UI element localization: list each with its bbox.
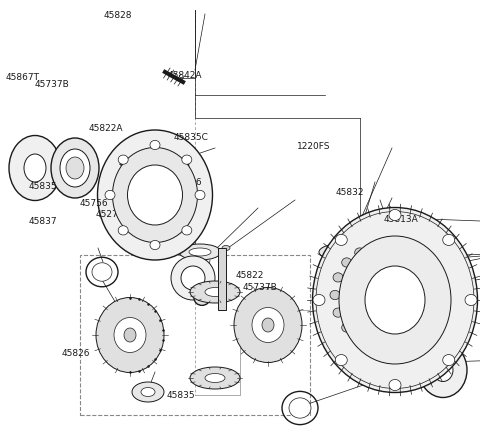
Circle shape: [443, 354, 455, 365]
Text: 43327A: 43327A: [120, 160, 155, 169]
Ellipse shape: [262, 318, 274, 332]
Ellipse shape: [345, 260, 405, 330]
Text: 45271: 45271: [163, 164, 192, 173]
Ellipse shape: [96, 298, 164, 373]
Circle shape: [330, 290, 340, 299]
Circle shape: [410, 290, 420, 299]
Ellipse shape: [419, 342, 467, 397]
Ellipse shape: [181, 266, 205, 290]
Circle shape: [465, 295, 477, 306]
Circle shape: [342, 323, 352, 332]
Ellipse shape: [112, 148, 197, 242]
Text: 45822A: 45822A: [89, 124, 123, 133]
Ellipse shape: [205, 373, 225, 382]
Circle shape: [407, 308, 417, 317]
Text: 45867T: 45867T: [6, 73, 40, 82]
Circle shape: [407, 273, 417, 282]
Ellipse shape: [119, 181, 148, 209]
Circle shape: [194, 291, 210, 305]
Circle shape: [335, 354, 347, 365]
Bar: [218, 248, 226, 310]
Text: 45835: 45835: [167, 391, 196, 400]
Ellipse shape: [97, 130, 213, 260]
Text: 45837: 45837: [29, 217, 58, 226]
Text: 45822: 45822: [235, 271, 264, 280]
Text: 45737B: 45737B: [35, 80, 69, 89]
Text: 45737B: 45737B: [242, 284, 277, 292]
Ellipse shape: [252, 307, 284, 342]
Ellipse shape: [320, 271, 364, 315]
Ellipse shape: [171, 256, 215, 300]
Circle shape: [118, 155, 128, 164]
Ellipse shape: [433, 358, 453, 381]
Circle shape: [289, 398, 311, 418]
Text: 45842A: 45842A: [168, 71, 203, 80]
Text: 45867T: 45867T: [389, 348, 423, 357]
Text: 45813A: 45813A: [384, 215, 419, 224]
Ellipse shape: [24, 154, 46, 182]
Circle shape: [385, 248, 396, 257]
Ellipse shape: [124, 328, 136, 342]
Ellipse shape: [126, 189, 140, 201]
Ellipse shape: [60, 149, 90, 187]
Circle shape: [342, 258, 352, 267]
Circle shape: [150, 140, 160, 150]
Circle shape: [370, 245, 380, 253]
Ellipse shape: [141, 388, 155, 396]
Ellipse shape: [339, 236, 451, 364]
Ellipse shape: [9, 136, 61, 201]
Bar: [80, 255, 310, 415]
Text: 45835C: 45835C: [174, 133, 209, 142]
Ellipse shape: [357, 275, 393, 315]
Text: 45835: 45835: [29, 183, 58, 191]
Ellipse shape: [128, 165, 182, 225]
Circle shape: [333, 267, 351, 284]
Circle shape: [370, 336, 380, 346]
Ellipse shape: [319, 244, 361, 260]
Text: 45756: 45756: [79, 199, 108, 208]
Circle shape: [335, 234, 347, 245]
Circle shape: [398, 258, 408, 267]
Circle shape: [182, 155, 192, 164]
Ellipse shape: [222, 245, 230, 250]
Circle shape: [333, 308, 343, 317]
Text: 45271: 45271: [96, 210, 124, 219]
Circle shape: [195, 190, 205, 200]
Circle shape: [105, 190, 115, 200]
Circle shape: [333, 273, 343, 282]
Circle shape: [313, 295, 325, 306]
Text: 45826: 45826: [61, 349, 90, 358]
Ellipse shape: [234, 288, 302, 362]
Circle shape: [389, 380, 401, 391]
Circle shape: [389, 210, 401, 221]
Ellipse shape: [312, 207, 478, 392]
Text: 45832: 45832: [336, 188, 364, 197]
Circle shape: [443, 234, 455, 245]
Ellipse shape: [327, 240, 422, 350]
Ellipse shape: [190, 281, 240, 303]
Text: 45756: 45756: [174, 178, 203, 187]
Ellipse shape: [190, 367, 240, 389]
Ellipse shape: [66, 157, 84, 179]
Text: 45828: 45828: [103, 11, 132, 20]
Circle shape: [150, 241, 160, 249]
Circle shape: [118, 226, 128, 235]
Ellipse shape: [205, 288, 225, 296]
Ellipse shape: [179, 244, 221, 260]
Text: 45835C: 45835C: [119, 159, 154, 168]
Text: 1220FS: 1220FS: [297, 142, 330, 151]
Circle shape: [385, 333, 396, 342]
Circle shape: [182, 226, 192, 235]
Circle shape: [355, 248, 365, 257]
Ellipse shape: [114, 318, 146, 353]
Ellipse shape: [189, 248, 211, 256]
Ellipse shape: [329, 248, 351, 256]
Circle shape: [92, 263, 112, 281]
Ellipse shape: [330, 281, 354, 305]
Ellipse shape: [51, 138, 99, 198]
Ellipse shape: [132, 382, 164, 402]
Ellipse shape: [365, 266, 425, 334]
Circle shape: [355, 333, 365, 342]
Circle shape: [398, 323, 408, 332]
